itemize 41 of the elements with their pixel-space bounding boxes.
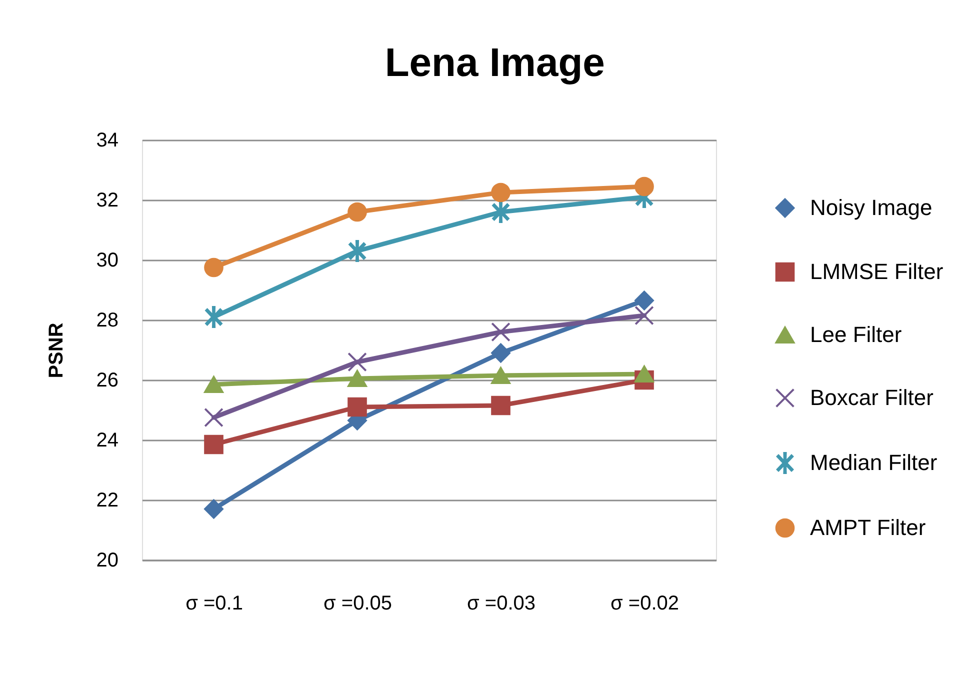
point: [634, 366, 654, 382]
point: [491, 322, 510, 342]
point: [634, 290, 654, 310]
point: [491, 396, 510, 416]
point: [348, 240, 366, 262]
legend-label: AMPT Filter: [810, 515, 926, 540]
legend-label: Noisy Image: [810, 195, 932, 220]
point: [491, 367, 510, 384]
point: [204, 258, 224, 278]
point: [204, 408, 224, 428]
legend-label: Boxcar Filter: [810, 385, 934, 410]
y-tick-label: 32: [96, 190, 118, 212]
x-tick-label: σ =0.02: [610, 592, 680, 614]
chart-title: Lena Image: [384, 41, 605, 85]
y-tick-label: 24: [96, 430, 118, 452]
point: [634, 176, 654, 196]
y-axis-title: PSNR: [45, 322, 68, 378]
y-tick-label: 30: [96, 250, 118, 272]
point: [204, 434, 224, 454]
point: [348, 352, 367, 372]
legend-label: Median Filter: [810, 450, 938, 475]
y-tick-label: 22: [96, 490, 118, 512]
point: [491, 343, 510, 363]
point: [204, 376, 224, 393]
y-tick-label: 34: [96, 130, 118, 152]
point: [492, 201, 510, 223]
y-tick-label: 20: [96, 550, 118, 572]
y-tick-label: 28: [96, 310, 118, 332]
y-tick-label: 26: [96, 370, 118, 392]
point: [634, 306, 654, 326]
point: [204, 499, 224, 519]
point: [205, 306, 222, 328]
legend-label: Lee Filter: [810, 322, 902, 347]
legend-label: LMMSE Filter: [810, 259, 944, 284]
x-tick-label: σ =0.05: [323, 592, 392, 614]
point: [491, 182, 510, 202]
point: [348, 397, 367, 417]
point: [348, 202, 367, 222]
point: [348, 370, 367, 387]
x-tick-label: σ =0.03: [466, 592, 536, 614]
x-tick-label: σ =0.1: [186, 592, 243, 614]
